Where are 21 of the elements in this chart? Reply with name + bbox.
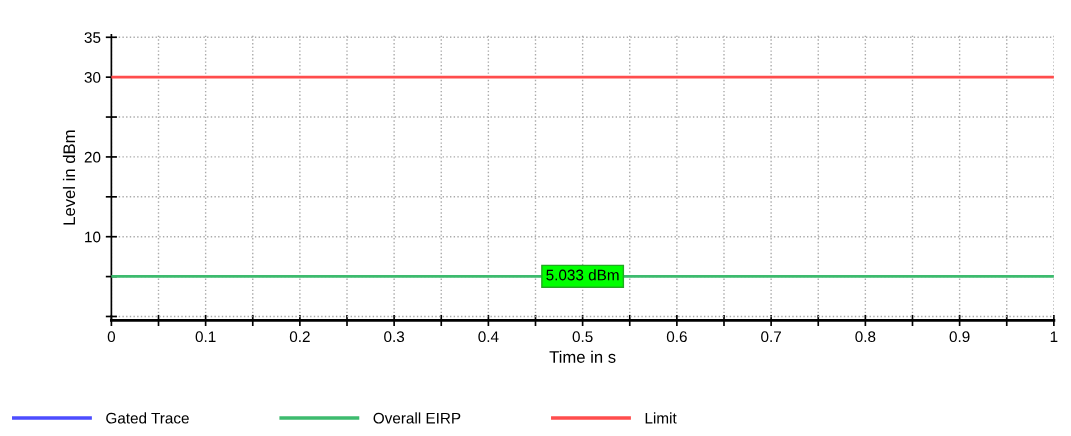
x-tick-label: 0.4: [478, 331, 499, 343]
y-tick-label: 10: [85, 231, 101, 243]
annotation: 5.033 dBm: [546, 269, 619, 281]
legend-label: Overall EIRP: [373, 412, 461, 424]
y-axis-title: Level in dBm: [62, 130, 76, 225]
x-tick-label: 0.6: [666, 331, 687, 343]
y-tick-label: 30: [84, 72, 101, 83]
y-tick-label: 20: [84, 151, 101, 163]
x-tick-label: 0.1: [195, 331, 216, 343]
legend-label: Gated Trace: [106, 412, 189, 424]
x-axis-title: Time in s: [549, 350, 616, 363]
x-tick-label: 0.9: [949, 331, 970, 343]
legend-label: Limit: [645, 412, 677, 424]
x-tick-label: 0.7: [761, 331, 781, 343]
y-tick-label: 35: [84, 32, 101, 43]
x-tick-label: 0.8: [855, 331, 876, 343]
x-tick-label: 1: [1050, 331, 1058, 342]
x-tick-label: 0.3: [384, 331, 405, 343]
x-tick-label: 0: [107, 331, 116, 343]
x-tick-label: 0.5: [572, 331, 593, 343]
x-tick-label: 0.2: [289, 331, 310, 343]
